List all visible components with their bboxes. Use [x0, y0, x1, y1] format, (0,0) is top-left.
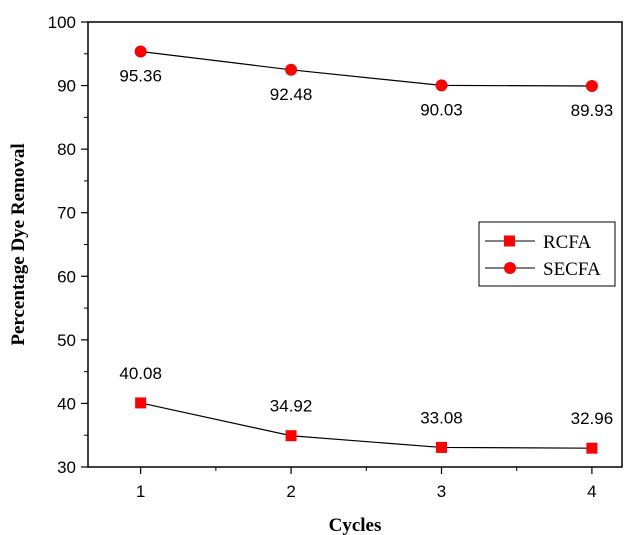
legend-label-secfa: SECFA: [543, 259, 601, 280]
data-point-rcfa: [586, 442, 598, 454]
data-point-secfa: [435, 79, 448, 92]
data-label-secfa: 92.48: [270, 85, 313, 104]
data-label-secfa: 89.93: [571, 101, 614, 120]
data-point-rcfa: [435, 441, 447, 453]
y-tick-label: 60: [57, 267, 76, 286]
y-tick-label: 100: [48, 13, 76, 32]
data-label-rcfa: 33.08: [420, 408, 463, 427]
data-label-rcfa: 40.08: [119, 364, 162, 383]
x-axis-title: Cycles: [329, 515, 382, 535]
y-tick-label: 90: [57, 77, 76, 96]
y-tick-label: 30: [57, 458, 76, 477]
x-tick-label: 4: [587, 482, 596, 501]
data-point-rcfa: [135, 397, 147, 409]
y-tick-label: 50: [57, 331, 76, 350]
x-tick-label: 3: [437, 482, 446, 501]
series-line-secfa: [140, 50, 592, 87]
y-axis-title: Percentage Dye Removal: [8, 143, 29, 345]
data-label-rcfa: 32.96: [571, 409, 614, 428]
y-tick-label: 70: [57, 204, 76, 223]
axes: 30 40 50 60 70 80 90 100 1 2 3 4: [48, 13, 597, 501]
data-label-secfa: 95.36: [119, 66, 162, 85]
data-label-secfa: 90.03: [420, 100, 463, 119]
legend-marker-secfa: [504, 262, 516, 274]
data-point-secfa: [285, 63, 298, 76]
data-point-secfa: [134, 45, 147, 58]
data-labels: 40.08 34.92 33.08 32.96 95.36 92.48 90.03 89.93: [119, 66, 613, 428]
y-tick-label: 80: [57, 140, 76, 159]
legend-label-rcfa: RCFA: [543, 232, 592, 253]
x-tick-label: 2: [286, 482, 295, 501]
data-point-rcfa: [285, 430, 297, 442]
series-layer: [134, 45, 598, 454]
series-line-rcfa: [140, 402, 592, 449]
data-label-rcfa: 34.92: [270, 397, 313, 416]
data-point-secfa: [585, 80, 598, 93]
x-tick-label: 1: [136, 482, 145, 501]
legend-box: [478, 221, 616, 287]
legend-marker-rcfa: [504, 235, 515, 247]
y-tick-label: 40: [57, 394, 76, 413]
legend: RCFA SECFA: [478, 221, 616, 287]
